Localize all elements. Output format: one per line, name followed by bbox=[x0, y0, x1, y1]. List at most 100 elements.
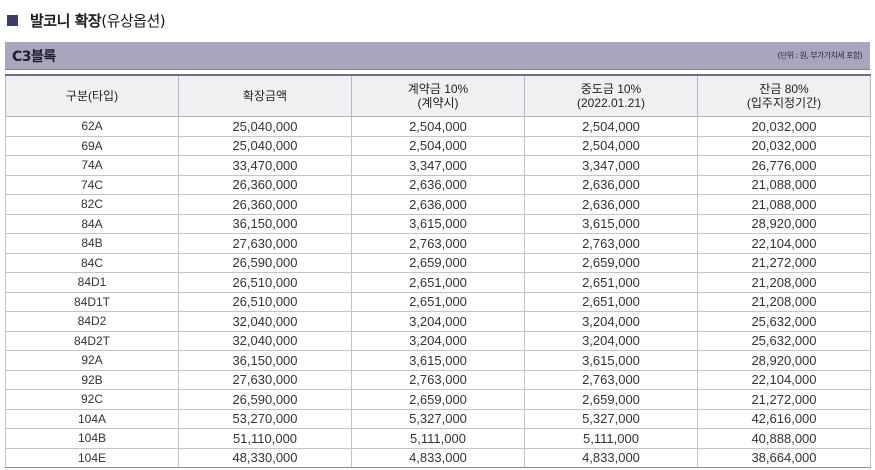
header-line: 확장금액 bbox=[242, 89, 288, 103]
cell-interim: 5,111,000 bbox=[524, 428, 698, 449]
cell-interim: 2,636,000 bbox=[524, 174, 698, 195]
table-row: 92B 27,630,000 2,763,000 2,763,000 22,104,00… bbox=[5, 369, 871, 390]
cell-interim: 2,651,000 bbox=[524, 291, 698, 312]
cell-amount: 53,270,000 bbox=[178, 408, 352, 429]
table-row: 84D1T 26,510,000 2,651,000 2,651,000 21,208,… bbox=[5, 291, 871, 312]
cell-deposit: 2,504,000 bbox=[351, 135, 525, 156]
cell-amount: 26,510,000 bbox=[178, 272, 352, 293]
cell-deposit: 2,651,000 bbox=[351, 272, 525, 293]
cell-amount: 32,040,000 bbox=[178, 330, 352, 351]
cell-deposit: 4,833,000 bbox=[351, 447, 525, 468]
table-row: 104A 53,270,000 5,327,000 5,327,000 42,616,0… bbox=[5, 408, 871, 429]
cell-type: 104B bbox=[5, 428, 179, 449]
table-row: 92A 36,150,000 3,615,000 3,615,000 28,920,00… bbox=[5, 350, 871, 371]
block-header-bar: C3블록 (단위 : 원, 부가가치세 포함) bbox=[5, 42, 870, 70]
cell-amount: 26,590,000 bbox=[178, 252, 352, 273]
cell-type: 84D1T bbox=[5, 291, 179, 312]
table-row: 84D2T 32,040,000 3,204,000 3,204,000 25,632,… bbox=[5, 330, 871, 351]
cell-deposit: 2,659,000 bbox=[351, 389, 525, 410]
cell-interim: 2,659,000 bbox=[524, 252, 698, 273]
unit-note: (단위 : 원, 부가가치세 포함) bbox=[777, 51, 863, 60]
table-row: 82C 26,360,000 2,636,000 2,636,000 21,088,00… bbox=[5, 194, 871, 215]
cell-interim: 3,347,000 bbox=[524, 155, 698, 176]
cell-amount: 51,110,000 bbox=[178, 428, 352, 449]
header-line: 중도금 10% bbox=[580, 82, 642, 96]
cell-interim: 2,636,000 bbox=[524, 194, 698, 215]
square-bullet-icon bbox=[7, 14, 18, 26]
cell-balance: 25,632,000 bbox=[697, 311, 871, 332]
cell-amount: 36,150,000 bbox=[178, 213, 352, 234]
table-row: 104B 51,110,000 5,111,000 5,111,000 40,888,0… bbox=[5, 428, 871, 449]
cell-interim: 2,504,000 bbox=[524, 116, 698, 137]
cell-interim: 3,615,000 bbox=[524, 213, 698, 234]
cell-balance: 26,776,000 bbox=[697, 155, 871, 176]
cell-amount: 27,630,000 bbox=[178, 369, 352, 390]
header-row: 구분(타입) 확장금액 계약금 10% (계약시) 중도금 10% (2022.… bbox=[5, 74, 871, 117]
heading-main: 발코니 확장 bbox=[30, 11, 102, 30]
cell-deposit: 3,204,000 bbox=[351, 330, 525, 351]
cell-interim: 3,615,000 bbox=[524, 350, 698, 371]
table-row: 84A 36,150,000 3,615,000 3,615,000 28,920,00… bbox=[5, 213, 871, 234]
cell-amount: 26,510,000 bbox=[178, 291, 352, 312]
cell-deposit: 2,659,000 bbox=[351, 252, 525, 273]
cell-type: 104A bbox=[5, 408, 179, 429]
cell-balance: 20,032,000 bbox=[697, 116, 871, 137]
cell-deposit: 5,327,000 bbox=[351, 408, 525, 429]
cell-interim: 2,763,000 bbox=[524, 369, 698, 390]
header-subline: (계약시) bbox=[417, 96, 459, 110]
cell-deposit: 3,615,000 bbox=[351, 213, 525, 234]
header-cell-balance: 잔금 80% (입주지정기간) bbox=[697, 74, 871, 117]
cell-interim: 5,327,000 bbox=[524, 408, 698, 429]
table-row: 74C 26,360,000 2,636,000 2,636,000 21,088,00… bbox=[5, 174, 871, 195]
cell-amount: 25,040,000 bbox=[178, 135, 352, 156]
cell-type: 74A bbox=[5, 155, 179, 176]
cell-amount: 26,590,000 bbox=[178, 389, 352, 410]
table-row: 74A 33,470,000 3,347,000 3,347,000 26,776,00… bbox=[5, 155, 871, 176]
cell-amount: 27,630,000 bbox=[178, 233, 352, 254]
cell-type: 84D1 bbox=[5, 272, 179, 293]
cell-type: 84D2 bbox=[5, 311, 179, 332]
cell-balance: 21,272,000 bbox=[697, 252, 871, 273]
cell-deposit: 5,111,000 bbox=[351, 428, 525, 449]
cell-balance: 25,632,000 bbox=[697, 330, 871, 351]
table-row: 84D2 32,040,000 3,204,000 3,204,000 25,632,0… bbox=[5, 311, 871, 332]
table-body: 62A 25,040,000 2,504,000 2,504,000 20,032,00… bbox=[5, 116, 871, 468]
table-row: 84C 26,590,000 2,659,000 2,659,000 21,272,00… bbox=[5, 252, 871, 273]
cell-deposit: 3,347,000 bbox=[351, 155, 525, 176]
cell-amount: 48,330,000 bbox=[178, 447, 352, 468]
cell-balance: 22,104,000 bbox=[697, 233, 871, 254]
cell-amount: 26,360,000 bbox=[178, 174, 352, 195]
cell-balance: 21,088,000 bbox=[697, 174, 871, 195]
cell-interim: 4,833,000 bbox=[524, 447, 698, 468]
cell-type: 92A bbox=[5, 350, 179, 371]
cell-type: 82C bbox=[5, 194, 179, 215]
page-heading: 발코니 확장 (유상옵션) bbox=[7, 8, 166, 32]
cell-interim: 3,204,000 bbox=[524, 311, 698, 332]
header-cell-amount: 확장금액 bbox=[178, 74, 352, 117]
cell-type: 84C bbox=[5, 252, 179, 273]
cell-amount: 33,470,000 bbox=[178, 155, 352, 176]
header-line: 잔금 80% bbox=[759, 82, 809, 96]
cell-interim: 2,504,000 bbox=[524, 135, 698, 156]
cell-balance: 21,208,000 bbox=[697, 272, 871, 293]
cell-balance: 28,920,000 bbox=[697, 213, 871, 234]
header-subline: (입주지정기간) bbox=[746, 96, 822, 110]
cell-type: 104E bbox=[5, 447, 179, 468]
price-table: 구분(타입) 확장금액 계약금 10% (계약시) 중도금 10% (2022.… bbox=[5, 74, 871, 468]
heading-sub: (유상옵션) bbox=[101, 11, 166, 30]
cell-interim: 2,763,000 bbox=[524, 233, 698, 254]
cell-type: 69A bbox=[5, 135, 179, 156]
cell-deposit: 2,763,000 bbox=[351, 369, 525, 390]
header-cell-type: 구분(타입) bbox=[5, 74, 179, 117]
cell-balance: 28,920,000 bbox=[697, 350, 871, 371]
cell-deposit: 3,204,000 bbox=[351, 311, 525, 332]
cell-interim: 3,204,000 bbox=[524, 330, 698, 351]
cell-type: 84A bbox=[5, 213, 179, 234]
header-cell-interim: 중도금 10% (2022.01.21) bbox=[524, 74, 698, 117]
cell-balance: 20,032,000 bbox=[697, 135, 871, 156]
cell-balance: 21,208,000 bbox=[697, 291, 871, 312]
header-cell-deposit: 계약금 10% (계약시) bbox=[351, 74, 525, 117]
cell-interim: 2,659,000 bbox=[524, 389, 698, 410]
cell-type: 62A bbox=[5, 116, 179, 137]
